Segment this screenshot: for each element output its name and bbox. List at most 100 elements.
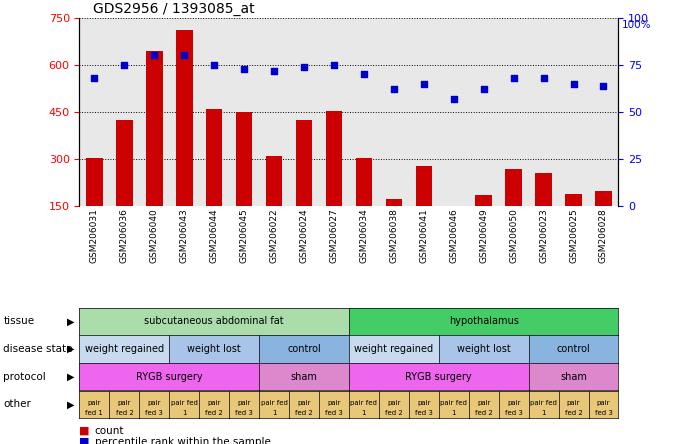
Text: GSM206049: GSM206049 bbox=[479, 208, 489, 263]
Bar bbox=[146, 51, 162, 206]
Text: protocol: protocol bbox=[3, 372, 46, 381]
Point bbox=[149, 52, 160, 59]
Bar bbox=[325, 111, 342, 206]
Text: fed 3: fed 3 bbox=[145, 410, 163, 416]
Bar bbox=[475, 195, 492, 206]
Text: sham: sham bbox=[560, 372, 587, 381]
Text: fed 2: fed 2 bbox=[475, 410, 493, 416]
Text: count: count bbox=[95, 426, 124, 436]
Text: ■: ■ bbox=[79, 426, 93, 436]
Text: 100%: 100% bbox=[622, 20, 652, 30]
Text: GSM206031: GSM206031 bbox=[90, 208, 99, 263]
Text: fed 2: fed 2 bbox=[205, 410, 223, 416]
Point bbox=[299, 63, 310, 70]
Text: ▶: ▶ bbox=[68, 372, 75, 381]
Text: sham: sham bbox=[291, 372, 317, 381]
Text: GSM206043: GSM206043 bbox=[180, 208, 189, 263]
Text: GSM206027: GSM206027 bbox=[330, 208, 339, 263]
Text: other: other bbox=[3, 400, 31, 409]
Bar bbox=[565, 194, 582, 206]
Text: fed 3: fed 3 bbox=[504, 410, 522, 416]
Text: pair: pair bbox=[88, 400, 101, 406]
Point bbox=[538, 75, 549, 82]
Bar bbox=[356, 158, 372, 206]
Point bbox=[568, 80, 579, 87]
Bar bbox=[595, 191, 612, 206]
Text: GDS2956 / 1393085_at: GDS2956 / 1393085_at bbox=[93, 1, 255, 16]
Text: pair fed: pair fed bbox=[530, 400, 557, 406]
Text: GSM206050: GSM206050 bbox=[509, 208, 518, 263]
Text: subcutaneous abdominal fat: subcutaneous abdominal fat bbox=[144, 317, 284, 326]
Point bbox=[478, 86, 489, 93]
Text: pair fed: pair fed bbox=[350, 400, 377, 406]
Text: control: control bbox=[287, 344, 321, 354]
Text: pair: pair bbox=[297, 400, 311, 406]
Text: fed 2: fed 2 bbox=[295, 410, 313, 416]
Text: pair: pair bbox=[477, 400, 491, 406]
Text: ■: ■ bbox=[79, 437, 93, 444]
Text: GSM206045: GSM206045 bbox=[240, 208, 249, 263]
Text: RYGB surgery: RYGB surgery bbox=[406, 372, 472, 381]
Text: GSM206025: GSM206025 bbox=[569, 208, 578, 263]
Point bbox=[508, 75, 519, 82]
Text: GSM206028: GSM206028 bbox=[599, 208, 608, 263]
Text: pair fed: pair fed bbox=[440, 400, 467, 406]
Bar bbox=[86, 158, 103, 206]
Text: pair: pair bbox=[597, 400, 610, 406]
Text: pair fed: pair fed bbox=[171, 400, 198, 406]
Bar bbox=[505, 169, 522, 206]
Text: fed 3: fed 3 bbox=[594, 410, 612, 416]
Point bbox=[448, 95, 460, 103]
Text: fed 3: fed 3 bbox=[415, 410, 433, 416]
Text: fed 2: fed 2 bbox=[385, 410, 403, 416]
Text: ▶: ▶ bbox=[68, 344, 75, 354]
Text: GSM206044: GSM206044 bbox=[209, 208, 219, 263]
Text: fed 2: fed 2 bbox=[565, 410, 583, 416]
Point bbox=[89, 75, 100, 82]
Point bbox=[598, 82, 609, 89]
Text: 1: 1 bbox=[182, 410, 187, 416]
Text: fed 1: fed 1 bbox=[86, 410, 104, 416]
Text: pair: pair bbox=[238, 400, 251, 406]
Text: GSM206046: GSM206046 bbox=[449, 208, 458, 263]
Point bbox=[238, 65, 249, 72]
Bar bbox=[536, 174, 552, 206]
Bar bbox=[236, 112, 252, 206]
Bar bbox=[296, 120, 312, 206]
Text: GSM206036: GSM206036 bbox=[120, 208, 129, 263]
Text: fed 3: fed 3 bbox=[325, 410, 343, 416]
Text: GSM206038: GSM206038 bbox=[389, 208, 399, 263]
Bar bbox=[266, 156, 283, 206]
Text: RYGB surgery: RYGB surgery bbox=[136, 372, 202, 381]
Text: ▶: ▶ bbox=[68, 400, 75, 409]
Text: tissue: tissue bbox=[3, 317, 35, 326]
Bar bbox=[415, 166, 432, 206]
Bar bbox=[206, 109, 223, 206]
Text: 1: 1 bbox=[361, 410, 366, 416]
Text: weight regained: weight regained bbox=[85, 344, 164, 354]
Point bbox=[359, 71, 370, 78]
Bar bbox=[176, 30, 193, 206]
Text: percentile rank within the sample: percentile rank within the sample bbox=[95, 437, 271, 444]
Text: 1: 1 bbox=[541, 410, 546, 416]
Point bbox=[209, 61, 220, 68]
Text: GSM206041: GSM206041 bbox=[419, 208, 428, 263]
Point bbox=[328, 61, 339, 68]
Text: disease state: disease state bbox=[3, 344, 73, 354]
Point bbox=[119, 61, 130, 68]
Text: pair: pair bbox=[507, 400, 520, 406]
Text: GSM206024: GSM206024 bbox=[299, 208, 309, 263]
Text: weight lost: weight lost bbox=[457, 344, 511, 354]
Text: pair: pair bbox=[417, 400, 430, 406]
Text: pair: pair bbox=[148, 400, 161, 406]
Text: hypothalamus: hypothalamus bbox=[448, 317, 519, 326]
Point bbox=[388, 86, 399, 93]
Point bbox=[418, 80, 429, 87]
Point bbox=[179, 52, 190, 59]
Text: pair: pair bbox=[567, 400, 580, 406]
Point bbox=[269, 67, 280, 74]
Bar bbox=[386, 198, 402, 206]
Text: 1: 1 bbox=[451, 410, 456, 416]
Text: pair: pair bbox=[328, 400, 341, 406]
Text: GSM206022: GSM206022 bbox=[269, 208, 278, 263]
